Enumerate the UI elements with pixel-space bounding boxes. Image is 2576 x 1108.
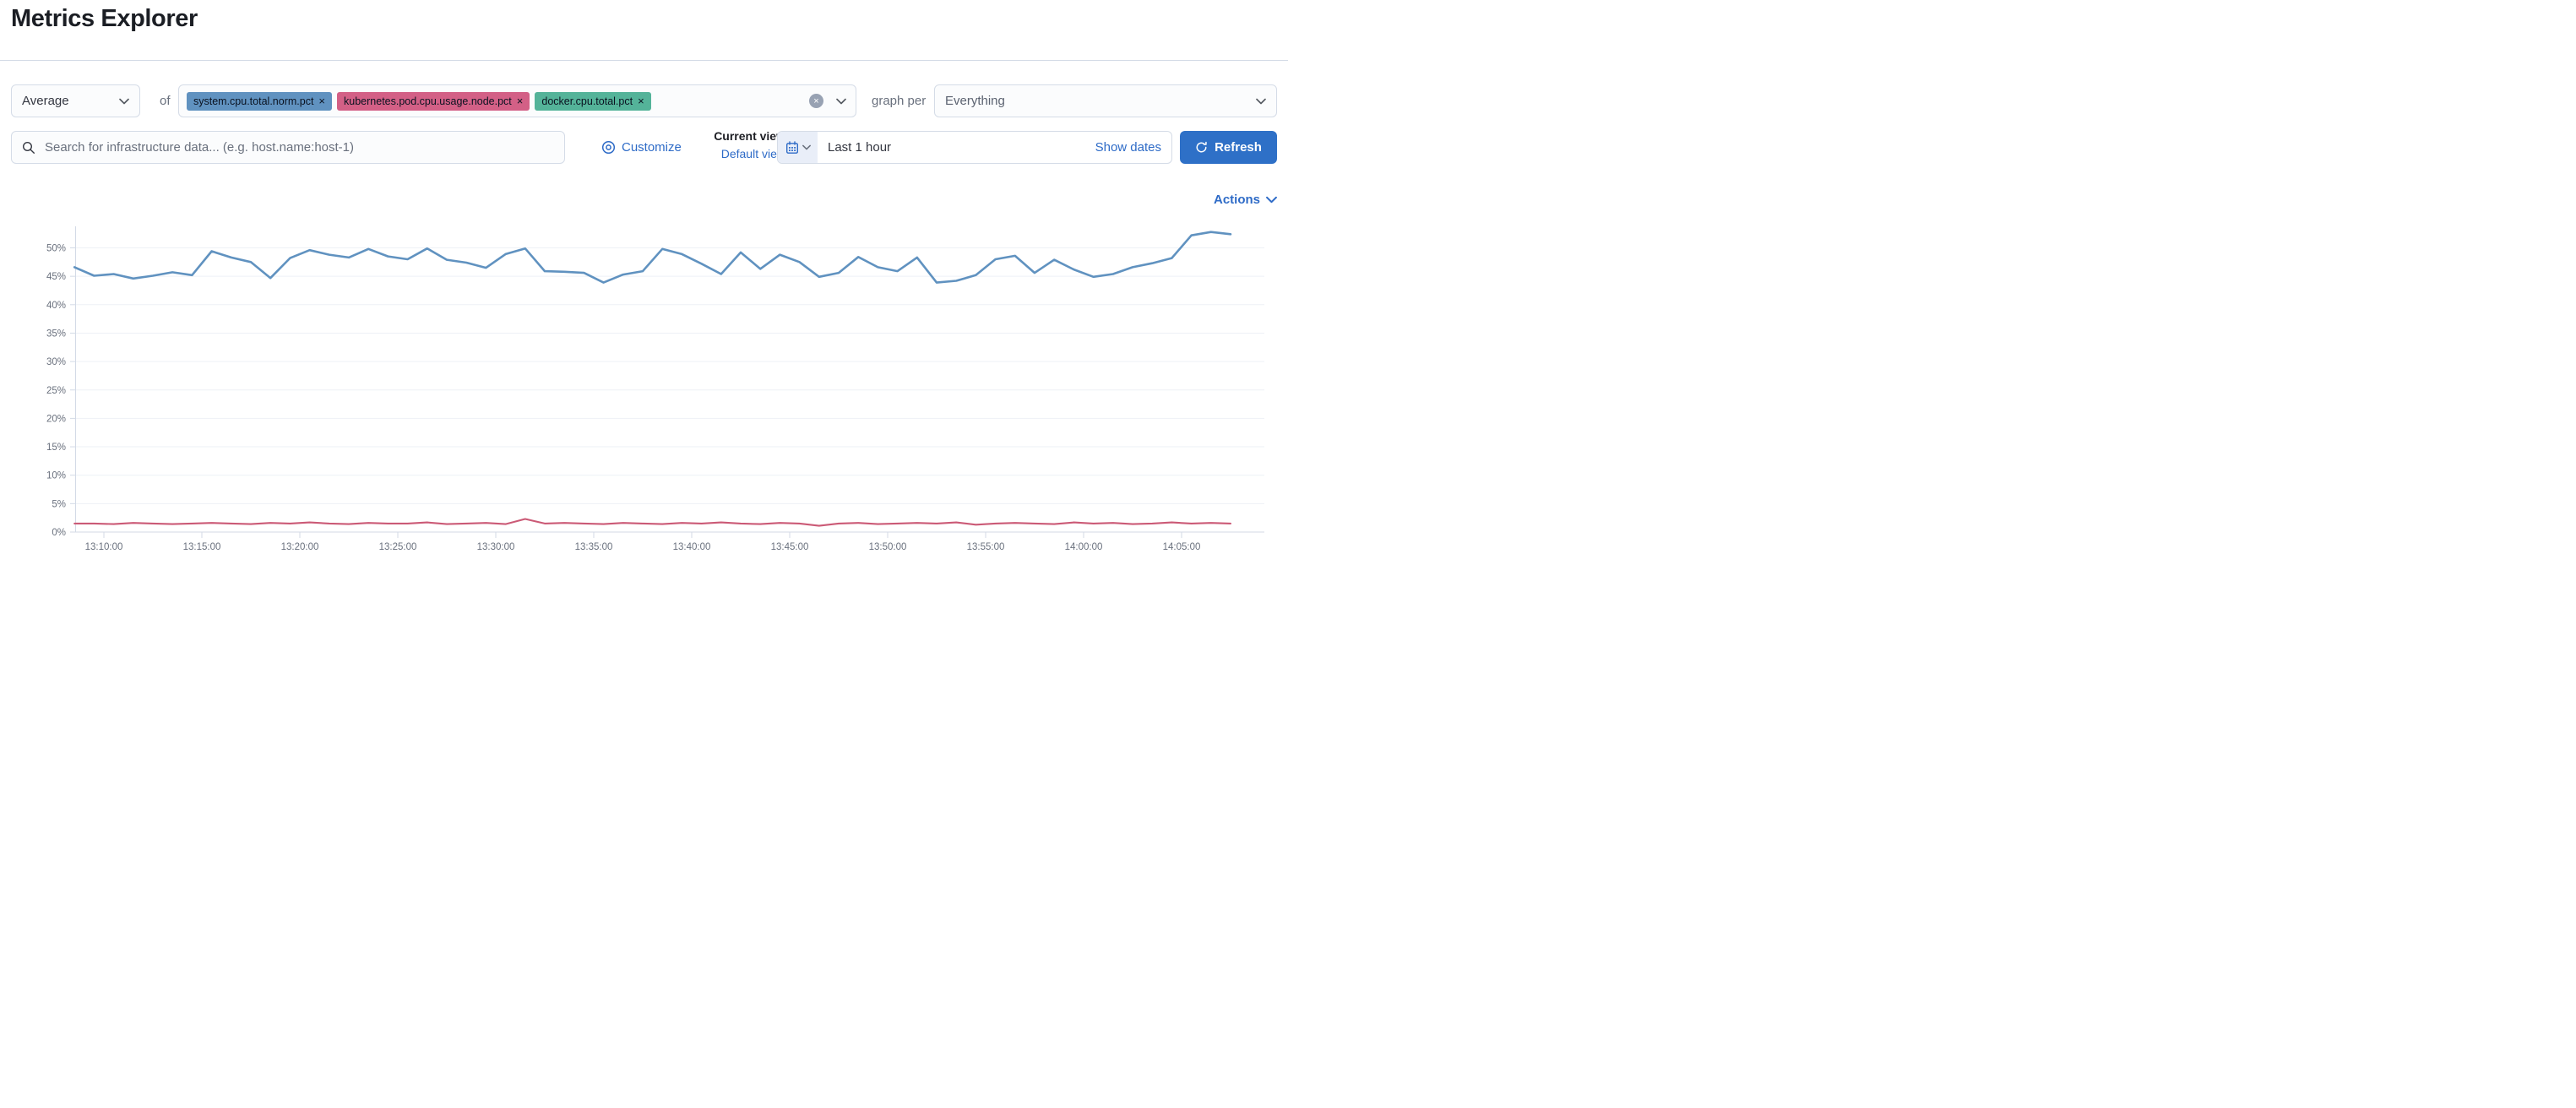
eye-icon [601, 140, 616, 155]
search-icon [22, 141, 35, 154]
y-axis-label: 40% [46, 301, 66, 311]
metric-badge-label: docker.cpu.total.pct [541, 95, 633, 107]
series-line-kubernetes-pod-cpu-usage-node-pct[interactable] [73, 518, 1232, 527]
refresh-button[interactable]: Refresh [1180, 131, 1277, 164]
chevron-down-icon [802, 144, 811, 150]
y-axis-label: 45% [46, 272, 66, 282]
clear-metrics-button[interactable]: × [809, 94, 823, 108]
of-label: of [160, 94, 171, 108]
x-axis-label: 14:00:00 [1065, 542, 1103, 552]
current-view-label: Current view [714, 129, 785, 143]
page-title: Metrics Explorer [11, 5, 198, 32]
y-axis-label: 50% [46, 244, 66, 254]
metric-badge-label: system.cpu.total.norm.pct [193, 95, 314, 107]
metric-badge[interactable]: kubernetes.pod.cpu.usage.node.pct × [337, 91, 530, 111]
x-axis-label: 13:50:00 [869, 542, 907, 552]
search-field[interactable] [11, 131, 565, 164]
metric-badge[interactable]: docker.cpu.total.pct × [535, 91, 651, 111]
actions-menu-button[interactable]: Actions [1214, 193, 1277, 207]
metrics-combobox[interactable]: system.cpu.total.norm.pct × kubernetes.pod… [178, 84, 856, 117]
chevron-down-icon [1266, 196, 1277, 204]
y-axis-label: 25% [46, 386, 66, 396]
metric-badge[interactable]: system.cpu.total.norm.pct × [187, 91, 333, 111]
chevron-down-icon[interactable] [836, 98, 846, 105]
x-axis-label: 13:30:00 [477, 542, 515, 552]
aggregation-select[interactable]: Average [11, 84, 140, 117]
y-axis-label: 0% [52, 528, 66, 538]
series-line-system-cpu-total-norm-pct[interactable] [73, 231, 1232, 284]
x-axis-label: 13:45:00 [771, 542, 809, 552]
metric-badges: system.cpu.total.norm.pct × kubernetes.pod… [187, 91, 651, 111]
search-input[interactable] [43, 139, 554, 155]
x-axis-label: 13:25:00 [379, 542, 417, 552]
refresh-label: Refresh [1215, 140, 1262, 155]
y-axis-label: 5% [52, 499, 66, 509]
y-axis-label: 15% [46, 443, 66, 453]
customize-button[interactable]: Customize [601, 131, 682, 164]
clear-icon: × [813, 95, 819, 106]
x-axis-label: 13:20:00 [281, 542, 319, 552]
view-switcher: Current view Default view [676, 128, 785, 163]
metric-badge-label: kubernetes.pod.cpu.usage.node.pct [344, 95, 512, 107]
default-view-link[interactable]: Default view [720, 147, 785, 160]
remove-metric-icon[interactable]: × [318, 95, 326, 107]
x-axis-label: 13:40:00 [673, 542, 711, 552]
customize-label: Customize [622, 140, 682, 155]
header-divider [0, 60, 1288, 61]
calendar-icon [785, 140, 798, 154]
graph-per-label: graph per [872, 94, 927, 108]
chevron-down-icon [119, 98, 129, 104]
date-picker-quick-select-button[interactable] [778, 132, 818, 163]
actions-label: Actions [1213, 193, 1260, 207]
x-axis-label: 13:15:00 [183, 542, 221, 552]
refresh-icon [1196, 141, 1207, 153]
y-axis-label: 30% [46, 357, 66, 367]
x-axis-label: 13:35:00 [575, 542, 613, 552]
time-range-value[interactable]: Last 1 hour [828, 140, 892, 155]
remove-metric-icon[interactable]: × [516, 95, 524, 107]
graph-per-value: Everything [945, 94, 1005, 108]
y-axis-label: 10% [46, 471, 66, 481]
x-axis-label: 13:55:00 [967, 542, 1005, 552]
show-dates-button[interactable]: Show dates [1095, 140, 1161, 155]
aggregation-value: Average [22, 94, 69, 108]
x-axis-label: 13:10:00 [85, 542, 123, 552]
metrics-chart[interactable]: 0% 5% 10% 15% 20% 25% 30% 35% 40% 45% 50% 13:10:00 1… [0, 226, 1288, 554]
date-picker[interactable]: Last 1 hour Show dates [777, 131, 1172, 164]
x-axis-label: 14:05:00 [1163, 542, 1201, 552]
y-axis-label: 20% [46, 414, 66, 424]
y-axis-label: 35% [46, 329, 66, 339]
graph-per-select[interactable]: Everything [934, 84, 1277, 117]
chevron-down-icon [1256, 98, 1266, 104]
remove-metric-icon[interactable]: × [638, 95, 644, 107]
